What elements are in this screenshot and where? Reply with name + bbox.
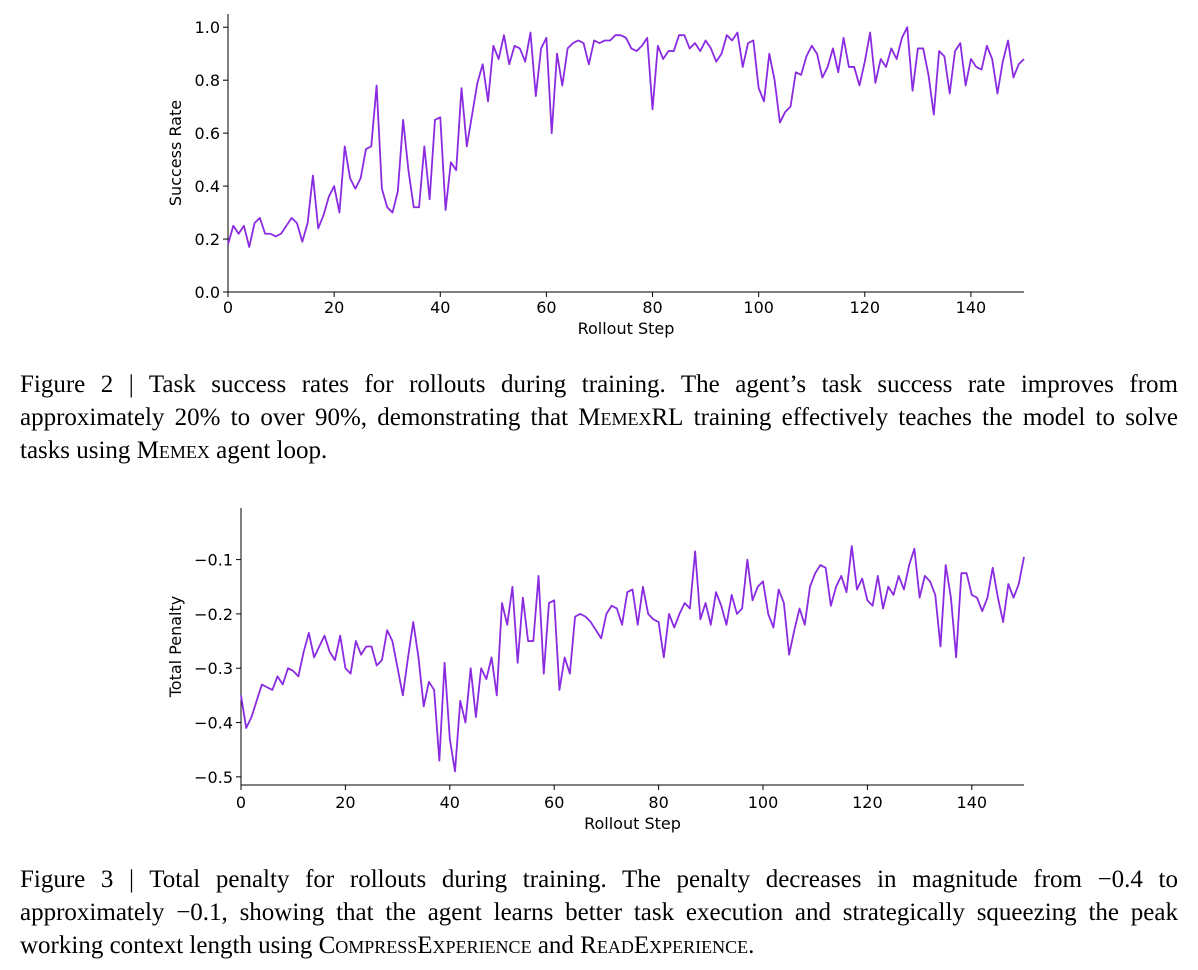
x-tick-label: 80	[642, 298, 662, 317]
figure-caption: Figure 3 | Total penalty for rollouts du…	[20, 863, 1178, 962]
x-tick-label: 140	[957, 793, 988, 812]
caption-text: training effectively teaches the model t…	[20, 404, 1178, 464]
y-tick-label: 1.0	[195, 18, 220, 37]
y-tick-label: 0.0	[195, 283, 220, 302]
x-axis-label: Rollout Step	[578, 319, 675, 338]
y-tick-label: 0.2	[195, 230, 220, 249]
x-tick-label: 20	[324, 298, 344, 317]
y-tick-label: 0.8	[195, 71, 220, 90]
y-tick-label: −0.1	[194, 551, 233, 570]
x-tick-label: 0	[236, 793, 246, 812]
x-tick-label: 20	[335, 793, 355, 812]
x-tick-label: 60	[536, 298, 556, 317]
x-tick-label: 40	[430, 298, 450, 317]
caption-text: MemexRL	[578, 404, 684, 431]
chart: −0.5 −0.4 −0.3 −0.2 −0.1 0 20 40 60 80 100 120 140 Ro…	[166, 508, 1025, 833]
caption-text: .	[748, 932, 755, 959]
y-tick-label: 0.6	[195, 124, 220, 143]
x-axis-label: Rollout Step	[584, 814, 681, 833]
chart: 0.0 0.2 0.4 0.6 0.8 1.0 0 20 40 60 80 100 120 140 Roll…	[166, 14, 1025, 338]
caption-text: agent loop.	[209, 437, 328, 464]
line-series	[240, 545, 1025, 773]
x-tick-label: 120	[852, 793, 883, 812]
y-axis-label: Total Penalty	[166, 596, 185, 699]
caption-text: CompressExperience	[318, 932, 532, 959]
caption-text: and	[531, 932, 581, 959]
x-tick-label: 140	[956, 298, 987, 317]
line-series	[227, 26, 1025, 248]
figure-caption: Figure 2 | Task success rates for rollou…	[20, 368, 1178, 467]
x-tick-label: 100	[743, 298, 774, 317]
caption-text: Memex	[136, 437, 210, 464]
x-tick-label: 40	[440, 793, 460, 812]
caption-text: ReadExperience	[580, 932, 749, 959]
x-tick-label: 0	[223, 298, 233, 317]
y-tick-label: −0.3	[194, 659, 233, 678]
caption-text: Figure 3 | Total penalty for rollouts du…	[20, 866, 1178, 959]
y-tick-label: −0.2	[194, 605, 233, 624]
x-tick-label: 80	[648, 793, 668, 812]
y-tick-label: −0.5	[194, 768, 233, 787]
x-tick-label: 120	[850, 298, 881, 317]
y-axis-label: Success Rate	[166, 100, 185, 206]
y-tick-label: 0.4	[195, 177, 220, 196]
x-tick-label: 60	[544, 793, 564, 812]
caption-text: Figure 2 | Task success rates for rollou…	[20, 371, 1178, 431]
x-tick-label: 100	[748, 793, 779, 812]
y-tick-label: −0.4	[194, 714, 233, 733]
